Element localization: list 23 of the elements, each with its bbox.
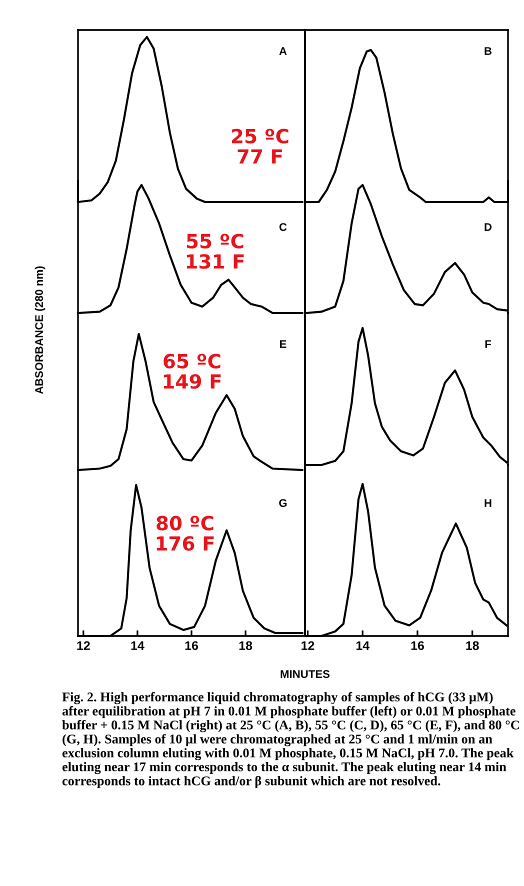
caption: Fig. 2. High performance liquid chromatography of samples of hCG (33 μM) after equilibration at pH 7 in 0.01 M phosphate buffer (left) or 0.01 M phosphate buffer + 0.15 M NaCl (right) at 25 °C (A, B), 55 °C (C, D), 65 °C (E, F), and 80 °C (G, H). Samples of 10 μl were chromatographed at 25 °C and 1 ml/min on an exclusion column eluting with 0.01 M phosphate, 0.15 M NaCl, pH 7.0. The peak eluting near 17 min corresponds to the α subunit. The peak eluting near 14 min corresponds to intact hCG and/or β subunit which are not resolved.: [62, 692, 519, 788]
annotation: 65 ºC 149 F: [164, 354, 221, 389]
annotation: A: [279, 47, 287, 55]
x-tick-label: 14: [131, 641, 144, 650]
annotation: H: [484, 499, 492, 507]
annotation: 55 ºC 131 F: [186, 234, 244, 269]
x-tick-label: 18: [239, 641, 252, 650]
x-tick-label: 14: [356, 641, 370, 650]
x-axis-title: MINUTES: [280, 670, 330, 678]
annotation: D: [484, 223, 492, 231]
annotation: G: [279, 499, 287, 507]
annotation: B: [484, 47, 492, 55]
annotation: 80 ºC 176 F: [156, 516, 214, 551]
x-tick-label: 18: [466, 641, 479, 650]
x-tick-label: 12: [302, 641, 314, 650]
y-axis-title: ABSORBANCE (280 nm): [34, 266, 46, 394]
annotation: F: [485, 340, 491, 348]
annotation: 25 ºC 77 F: [232, 128, 288, 164]
x-tick-label: 12: [77, 641, 90, 650]
annotation: E: [280, 340, 286, 348]
x-tick-label: 16: [185, 641, 198, 650]
x-tick-label: 16: [411, 641, 424, 650]
annotation: C: [279, 223, 287, 231]
